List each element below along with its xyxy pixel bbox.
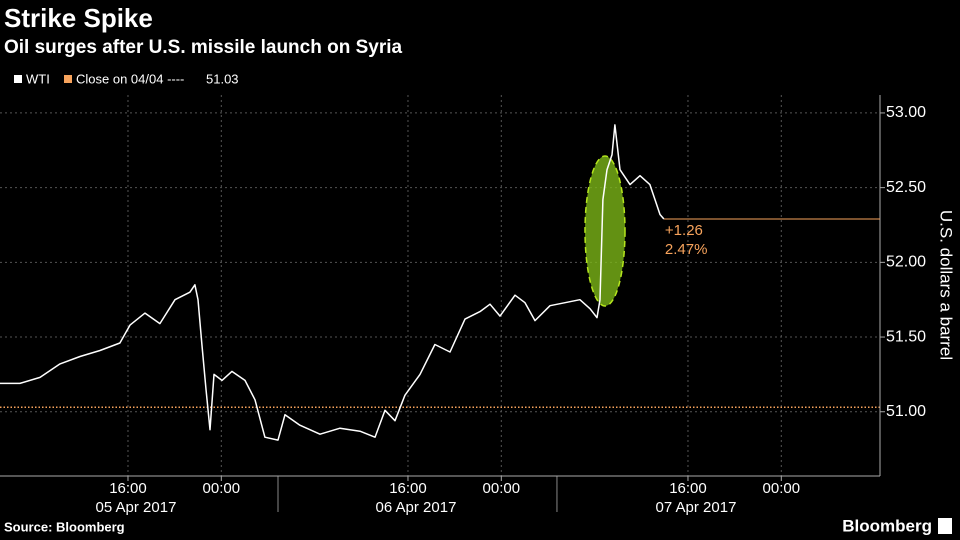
date-label: 06 Apr 2017 [376,499,457,516]
y-tick-label: 53.00 [886,104,926,121]
x-tick-label: 16:00 [389,480,427,497]
legend-swatch [64,75,72,83]
x-tick-label: 16:00 [109,480,147,497]
y-tick-label: 51.50 [886,328,926,345]
legend-label: Close on 04/04 ---- [76,71,184,86]
x-tick-label: 00:00 [763,480,801,497]
source: Source: Bloomberg [4,519,125,534]
annotation: 2.47% [665,241,708,258]
x-tick-label: 00:00 [203,480,241,497]
date-label: 05 Apr 2017 [96,499,177,516]
chart-title: Strike Spike [4,3,153,33]
brand-icon [938,518,952,534]
legend-value: 51.03 [206,71,239,86]
x-tick-label: 00:00 [483,480,521,497]
x-tick-label: 16:00 [669,480,707,497]
date-label: 07 Apr 2017 [656,499,737,516]
y-tick-label: 52.00 [886,254,926,271]
chart-subtitle: Oil surges after U.S. missile launch on … [4,37,403,58]
brand: Bloomberg [842,516,932,535]
y-axis-label: U.S. dollars a barrel [937,210,956,360]
highlight-ellipse [584,155,626,307]
annotation: +1.26 [665,222,703,239]
y-tick-label: 52.50 [886,179,926,196]
y-tick-label: 51.00 [886,403,926,420]
legend-swatch [14,75,22,83]
line-series [0,124,665,441]
legend-label: WTI [26,71,50,86]
